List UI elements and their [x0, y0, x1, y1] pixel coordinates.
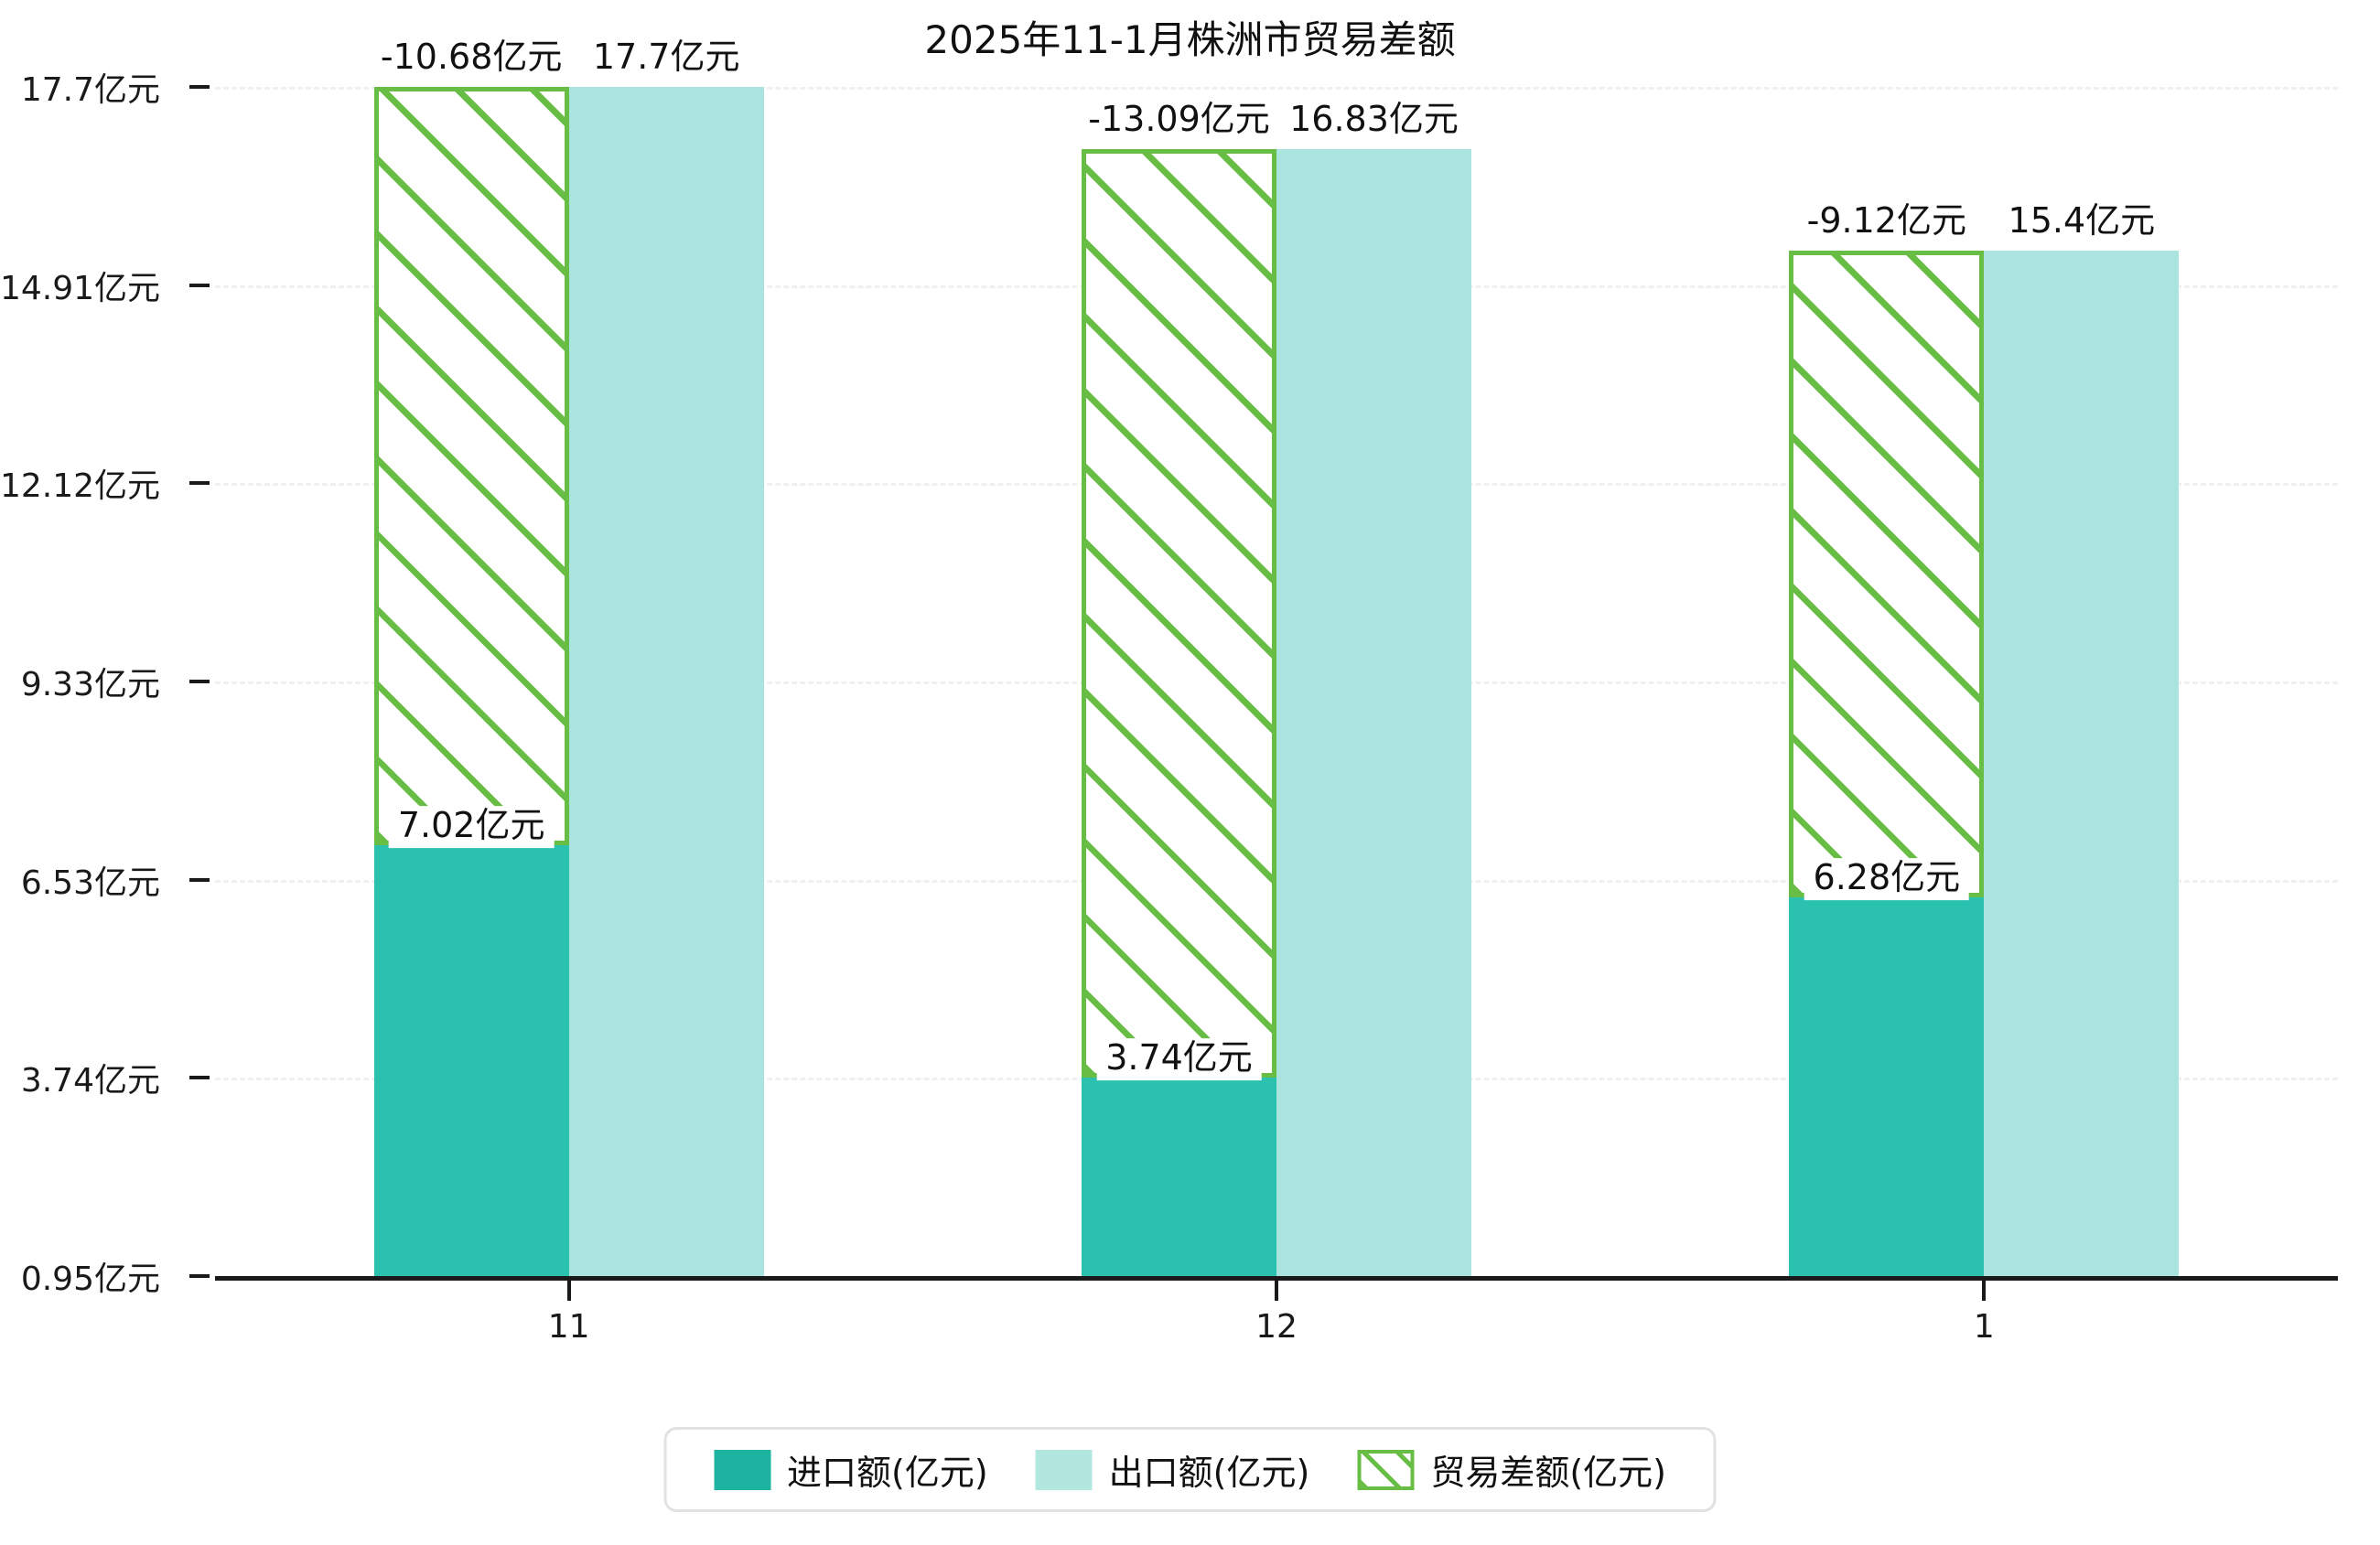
- y-axis-tick-mark: [189, 1274, 210, 1278]
- plot-area: -10.68亿元 17.7亿元 7.02亿元 -13.09亿元 16.83亿元 3.74亿…: [0, 38, 2338, 1346]
- bar-export[interactable]: [1984, 250, 2180, 1276]
- legend-item[interactable]: 进口额(亿元): [690, 1444, 1012, 1495]
- bar-trade-balance[interactable]: [1082, 148, 1276, 1078]
- legend-label: 进口额(亿元): [787, 1453, 988, 1493]
- y-axis-tick-label: 3.74亿元: [20, 1062, 160, 1100]
- y-axis-tick-mark: [189, 481, 210, 486]
- y-axis-tick-label: 6.53亿元: [20, 864, 160, 902]
- bar-export[interactable]: [568, 87, 764, 1276]
- y-axis-tick-label: 14.91亿元: [0, 269, 160, 307]
- balance-value-label: -13.09亿元: [1088, 98, 1270, 139]
- export-value-label: 15.4亿元: [2008, 199, 2156, 241]
- balance-value-label: -10.68亿元: [380, 37, 563, 78]
- legend-swatch-import-icon: [714, 1449, 771, 1490]
- x-axis-tick-mark: [1275, 1281, 1278, 1301]
- x-axis-tick-mark: [1982, 1281, 1987, 1301]
- x-axis-line: [215, 1276, 2338, 1281]
- import-value-label: 3.74亿元: [1096, 1038, 1262, 1081]
- bar-trade-balance[interactable]: [1789, 250, 1985, 898]
- x-axis-tick-label: 11: [547, 1308, 590, 1346]
- bar-import[interactable]: [373, 844, 569, 1276]
- x-axis-tick-label: 12: [1255, 1308, 1298, 1346]
- export-value-label: 17.7亿元: [592, 37, 740, 78]
- legend-swatch-balance-icon: [1357, 1449, 1415, 1490]
- chart-legend: 进口额(亿元) 出口额(亿元) 贸易差额(亿元): [663, 1427, 1717, 1512]
- y-axis-tick-mark: [189, 85, 210, 89]
- y-axis-tick-mark: [189, 877, 210, 882]
- y-axis-tick-label: 9.33亿元: [20, 665, 160, 703]
- import-value-label: 6.28亿元: [1804, 858, 1970, 901]
- y-axis-tick-mark: [189, 1076, 210, 1080]
- legend-item[interactable]: 出口额(亿元): [1012, 1444, 1334, 1495]
- legend-label: 贸易差额(亿元): [1430, 1453, 1666, 1493]
- legend-swatch-export-icon: [1035, 1449, 1093, 1490]
- bar-trade-balance[interactable]: [373, 87, 569, 845]
- chart-title: 2025年11-1月株洲市贸易差额: [924, 17, 1456, 62]
- y-axis-tick-label: 17.7亿元: [20, 71, 160, 109]
- bar-import[interactable]: [1082, 1078, 1276, 1276]
- y-axis-tick-label: 0.95亿元: [20, 1261, 160, 1298]
- x-axis-tick-label: 1: [1973, 1308, 1995, 1346]
- bar-import[interactable]: [1789, 897, 1985, 1276]
- x-axis-tick-mark: [566, 1281, 571, 1301]
- y-axis-tick-label: 12.12亿元: [0, 467, 160, 506]
- export-value-label: 16.83亿元: [1289, 98, 1459, 139]
- legend-label: 出口额(亿元): [1108, 1453, 1310, 1493]
- balance-value-label: -9.12亿元: [1806, 199, 1966, 241]
- import-value-label: 7.02亿元: [388, 806, 555, 848]
- gridline: [215, 87, 2338, 90]
- y-axis-tick-mark: [189, 283, 210, 287]
- y-axis-tick-mark: [189, 679, 210, 683]
- legend-item[interactable]: 贸易差额(亿元): [1333, 1444, 1690, 1495]
- bar-export[interactable]: [1276, 148, 1471, 1276]
